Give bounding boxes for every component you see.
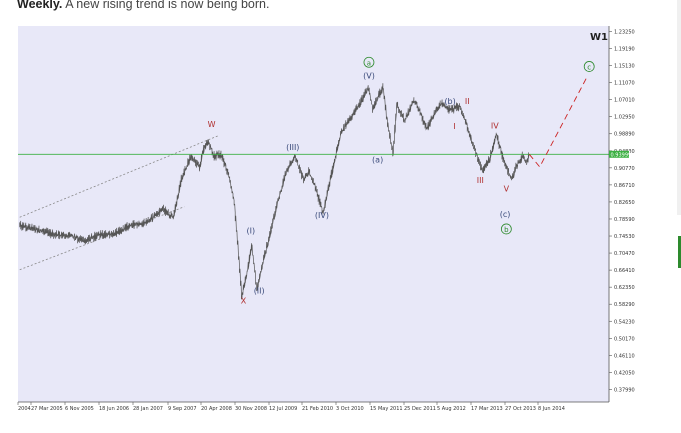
y-axis: 1.23250 1.19190 1.15130 1.11070 1.07010 1.029… bbox=[608, 26, 635, 402]
x-axis: 2004 27 Mar 2005 6 Nov 2005 18 Jun 2006 28 J… bbox=[17, 401, 609, 412]
wave-label: (IV) bbox=[315, 211, 329, 220]
wave-label: (a) bbox=[372, 155, 383, 164]
y-tick-label: 0.70470 bbox=[614, 251, 635, 257]
wave-label: V bbox=[504, 185, 510, 194]
x-tick-label: 25 Dec 2011 bbox=[404, 406, 436, 412]
wave-label: II bbox=[465, 97, 470, 106]
y-tick-label: 0.78590 bbox=[614, 217, 635, 223]
y-tick-label: 0.54230 bbox=[614, 319, 635, 325]
y-tick-label: 0.90770 bbox=[614, 166, 635, 172]
y-tick-label: 1.11070 bbox=[614, 81, 635, 87]
wave-label-circle bbox=[363, 56, 375, 68]
current-price-label: 0.93999 bbox=[611, 152, 632, 158]
wave-label: c bbox=[587, 63, 591, 71]
y-tick-label: 1.23250 bbox=[614, 29, 635, 35]
timeframe-label: W1 bbox=[590, 32, 608, 43]
price-line bbox=[19, 83, 530, 300]
x-tick-label: 17 Mar 2013 bbox=[471, 406, 503, 412]
y-tick-label: 0.58290 bbox=[614, 302, 635, 308]
wave-label: (I) bbox=[246, 227, 255, 236]
y-tick-label: 0.46110 bbox=[614, 353, 635, 359]
wave-label: (III) bbox=[286, 143, 299, 152]
x-tick-label: 15 May 2011 bbox=[370, 406, 403, 412]
x-tick-label: 21 Feb 2010 bbox=[302, 406, 333, 412]
y-tick-label: 0.66410 bbox=[614, 268, 635, 274]
x-tick-label: 3 Oct 2010 bbox=[336, 406, 364, 412]
page-sidebar-edge bbox=[677, 0, 681, 215]
wave-label: W bbox=[208, 120, 216, 129]
x-tick-label: 28 Jan 2007 bbox=[133, 406, 163, 412]
wave-label: X bbox=[241, 296, 247, 305]
current-price-box bbox=[609, 150, 629, 158]
x-tick-label: 12 Jul 2009 bbox=[269, 406, 297, 412]
wave-label: IV bbox=[491, 122, 499, 131]
wave-label-circle bbox=[583, 61, 595, 72]
x-tick-label: 27 Mar 2005 bbox=[31, 406, 63, 412]
chart-svg: WX(I)(II)(III)(IV)(V)(a)(b)(c)IIIIIIIVVa… bbox=[17, 25, 637, 414]
y-tick-label: 1.02950 bbox=[614, 115, 635, 121]
caption-bold: Weekly. bbox=[17, 0, 63, 11]
y-tick-label: 0.62350 bbox=[614, 285, 635, 291]
caption-text: A new rising trend is now being born. bbox=[62, 0, 270, 11]
price-series bbox=[19, 83, 530, 300]
y-tick-label: 0.98890 bbox=[614, 132, 635, 138]
channel-lines bbox=[19, 135, 220, 271]
x-tick-label: 6 Nov 2005 bbox=[65, 406, 94, 412]
wave-labels: WX(I)(II)(III)(IV)(V)(a)(b)(c)IIIIIIIVVa… bbox=[208, 56, 595, 305]
channel-line bbox=[19, 206, 185, 271]
wave-label: b bbox=[504, 226, 509, 234]
x-tick-label: 27 Oct 2013 bbox=[505, 406, 536, 412]
wave-label: I bbox=[453, 122, 455, 131]
wave-label: III bbox=[477, 176, 484, 185]
wave-label-circle bbox=[500, 223, 512, 235]
chart-caption: Weekly. A new rising trend is now being … bbox=[17, 0, 269, 11]
y-tick-label: 0.82650 bbox=[614, 200, 635, 206]
y-tick-label: 0.74530 bbox=[614, 234, 635, 240]
wave-label: (II) bbox=[254, 286, 265, 295]
y-tick-label: 0.42050 bbox=[614, 370, 635, 376]
projection-path bbox=[528, 76, 588, 168]
x-tick-label: 20 Apr 2008 bbox=[201, 406, 232, 412]
y-tick-label: 0.37990 bbox=[614, 387, 635, 393]
wave-label: a bbox=[367, 59, 371, 67]
current-price-tag: 0.93999 bbox=[609, 150, 632, 158]
x-tick-label: 9 Sep 2007 bbox=[168, 406, 197, 412]
page-sidebar-accent bbox=[678, 236, 681, 268]
y-tick-label: 1.19190 bbox=[614, 47, 635, 53]
projection-line bbox=[528, 76, 588, 168]
y-tick-label: 0.86710 bbox=[614, 183, 635, 189]
y-tick-label: 1.07010 bbox=[614, 98, 635, 104]
x-tick-label: 2004 bbox=[18, 406, 31, 412]
wave-label: (b) bbox=[444, 97, 455, 106]
plot-area bbox=[18, 26, 609, 402]
wave-label: (V) bbox=[363, 72, 375, 81]
y-tick-label: 1.15130 bbox=[614, 64, 635, 70]
y-tick-label: 0.50170 bbox=[614, 336, 635, 342]
x-tick-label: 18 Jun 2006 bbox=[99, 406, 129, 412]
wave-label: (c) bbox=[500, 210, 511, 219]
x-tick-label: 8 Jun 2014 bbox=[538, 406, 565, 412]
x-tick-label: 5 Aug 2012 bbox=[437, 406, 466, 412]
x-tick-label: 30 Nov 2008 bbox=[235, 406, 267, 412]
